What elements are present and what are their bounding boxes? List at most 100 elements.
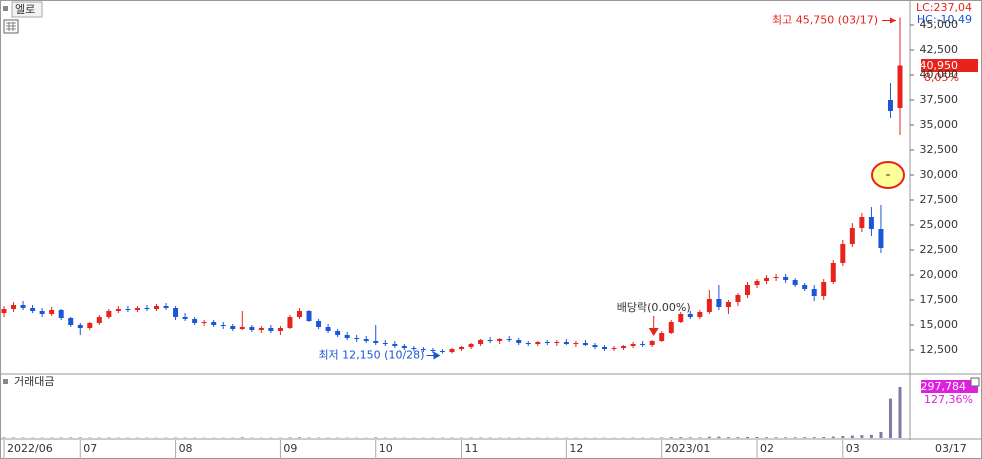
- x-tick-label: 02: [760, 442, 774, 455]
- volume-bar: [831, 436, 835, 438]
- y-tick-label: 32,500: [920, 143, 959, 156]
- candle-body: [783, 277, 789, 280]
- candle-body: [316, 321, 322, 327]
- candle-body: [649, 341, 655, 345]
- candle-body: [744, 285, 750, 295]
- last-date-label: 03/17: [935, 442, 967, 455]
- x-tick-label: 2022/06: [7, 442, 53, 455]
- candle-body: [173, 308, 179, 317]
- volume-bar: [726, 437, 730, 438]
- candle-body: [687, 314, 693, 317]
- high-annotation: 최고 45,750 (03/17): [772, 14, 878, 27]
- y-tick-label: 30,000: [920, 168, 959, 181]
- volume-bar: [240, 437, 244, 438]
- candle-body: [554, 342, 560, 343]
- candle-body: [11, 305, 17, 309]
- volume-bar: [765, 437, 769, 438]
- candle-body: [182, 317, 188, 319]
- volume-bar: [888, 398, 892, 438]
- candle-body: [497, 339, 503, 341]
- candle-body: [115, 309, 121, 311]
- candle-body: [77, 325, 83, 328]
- high-arrowhead: [890, 17, 896, 24]
- y-tick-label: 25,000: [920, 218, 959, 231]
- chart-title: 엘로: [15, 3, 35, 16]
- candle-body: [668, 322, 674, 333]
- candle-body: [401, 346, 407, 348]
- candle-body: [516, 340, 522, 343]
- candle-body: [392, 344, 398, 346]
- candle-body: [592, 345, 598, 347]
- candle-body: [478, 340, 484, 344]
- volume-bar: [860, 435, 864, 438]
- volume-bar: [822, 437, 826, 438]
- y-tick-label: 37,500: [920, 93, 959, 106]
- dividend-arrowhead: [648, 328, 659, 336]
- candle-body: [220, 325, 226, 326]
- lc-label: LC:237,04: [916, 1, 972, 14]
- volume-bar: [688, 437, 692, 438]
- volume-bar: [793, 437, 797, 438]
- x-tick-label: 09: [283, 442, 297, 455]
- candle-body: [258, 328, 264, 330]
- candle-body: [449, 349, 455, 352]
- candle-body: [68, 318, 74, 325]
- low-arrowhead: [433, 351, 441, 360]
- candle-body: [144, 308, 150, 309]
- candle-body: [678, 314, 684, 322]
- candle-body: [125, 309, 131, 310]
- candle-body: [106, 311, 112, 317]
- candle-body: [335, 331, 341, 335]
- candle-body: [58, 310, 64, 318]
- candle-body: [830, 263, 836, 282]
- candle-body: [344, 335, 350, 338]
- volume-bar: [679, 437, 683, 438]
- volume-bar: [660, 437, 664, 438]
- candle-body: [1, 309, 7, 313]
- candle-body: [621, 346, 627, 348]
- candle-body: [573, 343, 579, 344]
- volume-bar: [669, 437, 673, 438]
- grid-icon[interactable]: [3, 19, 19, 34]
- x-tick-label: 12: [569, 442, 583, 455]
- candle-body: [430, 350, 436, 351]
- candle-body: [697, 312, 703, 317]
- candle-body: [411, 348, 417, 349]
- candle-body: [373, 341, 379, 343]
- last-price-label: 40,950: [920, 59, 959, 72]
- candle-body: [792, 280, 798, 285]
- dividend-annotation: 배당락(0.00%): [617, 301, 691, 314]
- candle-body: [725, 302, 731, 307]
- candle-body: [201, 322, 207, 323]
- candle-body: [611, 348, 617, 349]
- candle-body: [659, 333, 665, 341]
- candle-body: [382, 343, 388, 344]
- volume-bar: [288, 437, 292, 438]
- volume-bar: [374, 437, 378, 438]
- candle-body: [525, 343, 531, 344]
- y-tick-label: 17,500: [920, 293, 959, 306]
- candle-body: [602, 347, 608, 349]
- panel-icon: [3, 379, 8, 384]
- volume-bar: [736, 437, 740, 438]
- candle-body: [716, 299, 722, 307]
- candle-body: [487, 340, 493, 341]
- candle-body: [764, 278, 770, 281]
- candle-body: [325, 327, 331, 331]
- candle-body: [163, 306, 169, 308]
- candle-body: [754, 281, 760, 285]
- last-price-tag: [921, 59, 978, 72]
- volume-tag: [921, 380, 978, 393]
- candle-body: [802, 285, 808, 289]
- panel-icon: [3, 6, 8, 11]
- candle-body: [49, 310, 55, 314]
- candle-body: [20, 305, 26, 308]
- panel-close[interactable]: [970, 377, 980, 387]
- volume-bar: [745, 436, 749, 438]
- candle-body: [811, 289, 817, 296]
- volume-bar: [869, 434, 873, 438]
- candle-body: [849, 228, 855, 244]
- volume-change-label: 127,36%: [924, 393, 973, 406]
- volume-bar: [812, 437, 816, 438]
